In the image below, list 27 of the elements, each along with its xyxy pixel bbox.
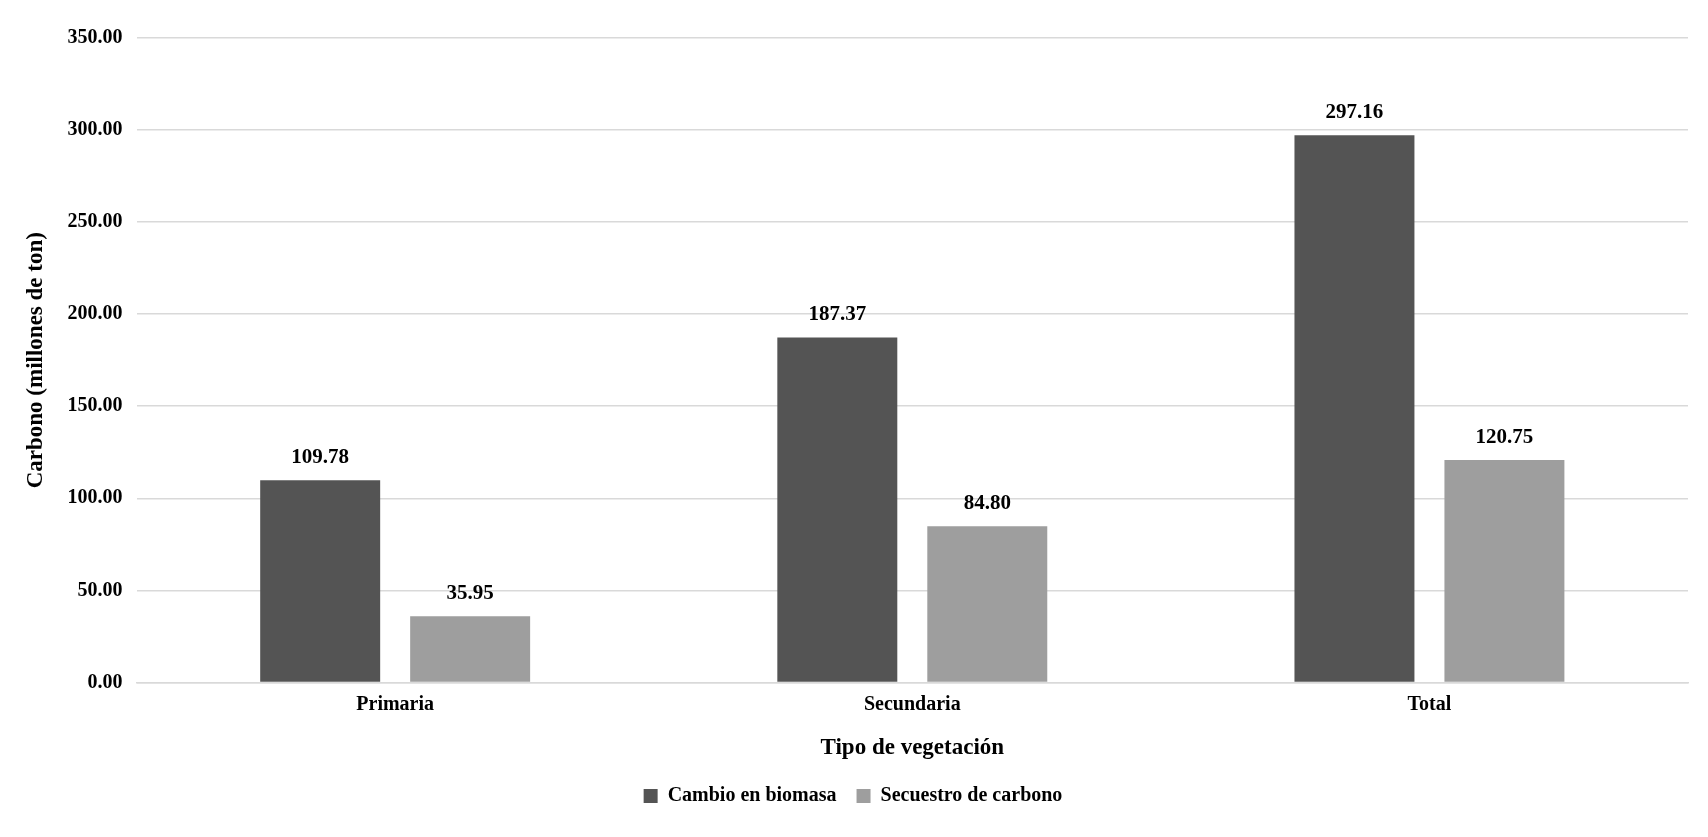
- x-tick-label: Primaria: [356, 691, 435, 714]
- data-label: 120.75: [1475, 424, 1534, 448]
- data-label: 35.95: [446, 580, 494, 605]
- x-tick-label: Total: [1407, 691, 1452, 714]
- data-label: 84.80: [963, 490, 1011, 515]
- bar: [777, 337, 898, 682]
- y-tick-label: 200.00: [67, 301, 123, 324]
- data-label: 297.16: [1325, 99, 1384, 124]
- y-tick-label: 50.00: [77, 577, 123, 600]
- y-tick-label: 100.00: [67, 485, 123, 508]
- legend-label: Secuestro de carbono: [880, 783, 1063, 806]
- y-tick-label: 150.00: [67, 393, 123, 416]
- x-axis-title: Tipo de vegetación: [820, 734, 1005, 760]
- bar: [1294, 135, 1415, 682]
- bar: [1444, 460, 1565, 682]
- legend-label: Cambio en biomasa: [667, 783, 837, 806]
- data-label: 187.37: [808, 301, 867, 326]
- y-tick-label: 0.00: [87, 669, 123, 692]
- bar: [927, 526, 1048, 682]
- data-label: 109.78: [291, 444, 350, 469]
- bar: [410, 616, 531, 682]
- bar: [260, 480, 381, 682]
- y-tick-label: 250.00: [67, 209, 123, 232]
- y-tick-label: 300.00: [67, 117, 123, 140]
- x-tick-label: Secundaria: [863, 691, 961, 714]
- y-axis-title: Carbono (millones de ton): [21, 232, 47, 489]
- y-tick-label: 350.00: [67, 25, 123, 48]
